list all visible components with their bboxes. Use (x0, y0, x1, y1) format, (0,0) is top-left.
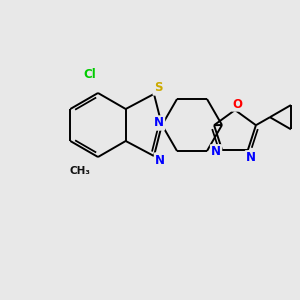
Text: O: O (232, 98, 242, 110)
Text: Cl: Cl (84, 68, 96, 82)
Text: N: N (246, 151, 256, 164)
Text: N: N (155, 154, 165, 166)
Text: N: N (154, 116, 164, 130)
Text: S: S (154, 82, 162, 94)
Text: CH₃: CH₃ (70, 166, 91, 176)
Text: N: N (211, 145, 221, 158)
